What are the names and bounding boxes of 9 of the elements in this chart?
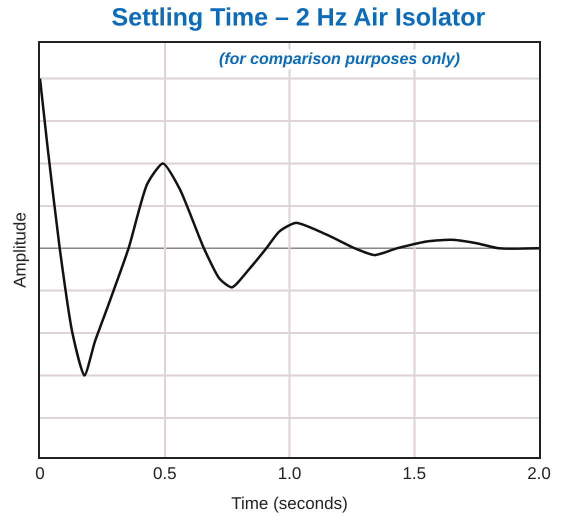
- chart-title: Settling Time – 2 Hz Air Isolator: [112, 3, 486, 32]
- x-axis-title: Time (seconds): [231, 494, 348, 514]
- y-axis-title: Amplitude: [10, 212, 30, 288]
- x-tick-label: 1.5: [402, 464, 426, 484]
- chart-subtitle: (for comparison purposes only): [219, 51, 460, 68]
- x-tick-label: 1.0: [278, 464, 302, 484]
- x-tick-label: 0: [35, 464, 45, 484]
- x-tick-label: 2.0: [527, 464, 551, 484]
- x-tick-label: 0.5: [152, 464, 177, 484]
